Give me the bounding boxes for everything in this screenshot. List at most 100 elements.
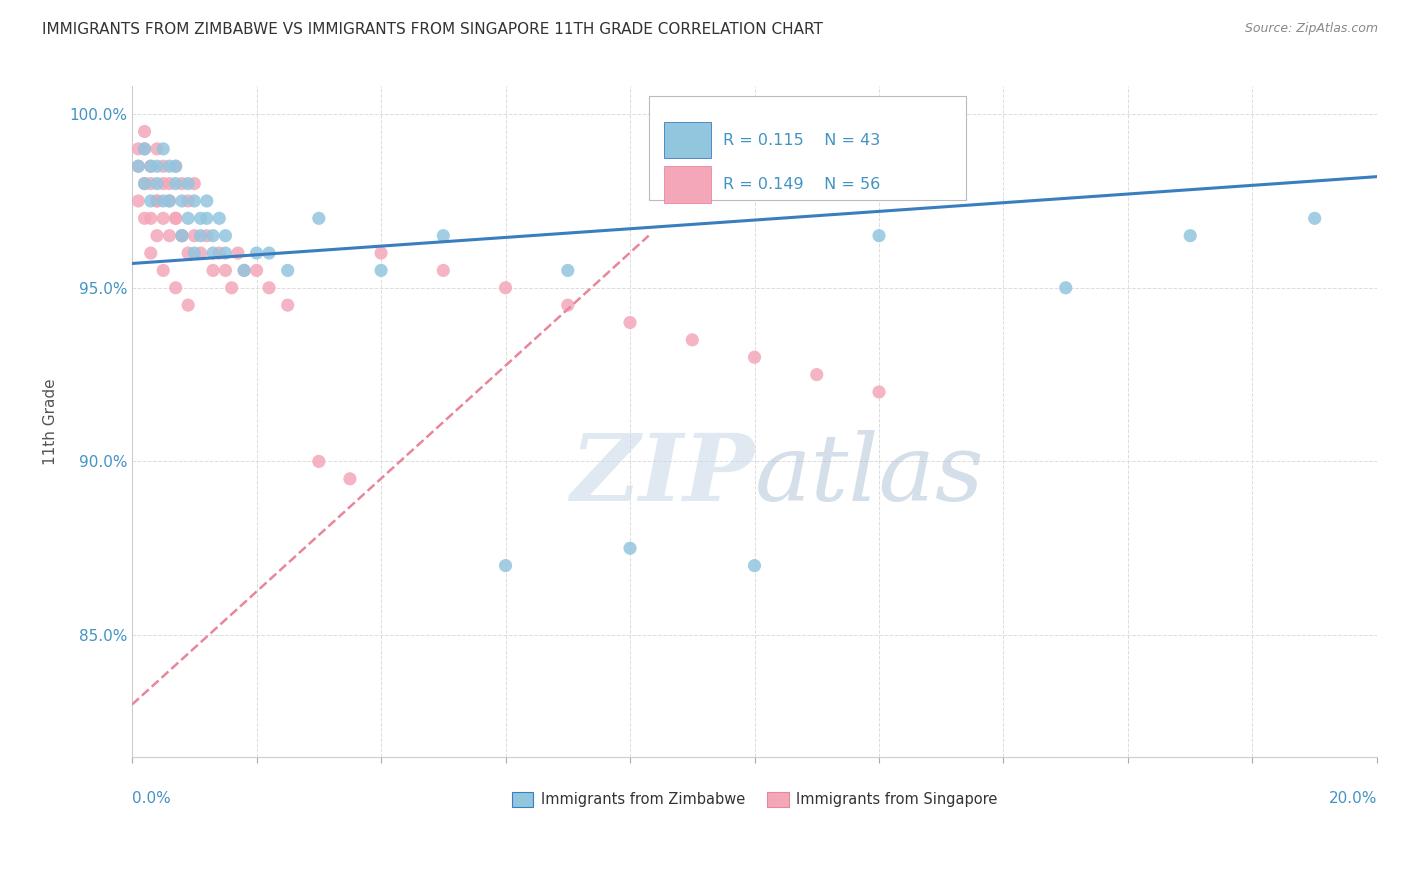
Point [190, 211, 212, 226]
Point [146, 142, 169, 156]
Point [134, 142, 156, 156]
Point [177, 246, 200, 260]
Point [226, 246, 249, 260]
Text: atlas: atlas [755, 430, 984, 520]
Point [868, 384, 890, 399]
Point [432, 228, 454, 243]
Point [170, 228, 193, 243]
Point [127, 159, 149, 173]
Point [619, 316, 641, 330]
Point [139, 177, 162, 191]
Point [201, 228, 224, 243]
Point [183, 246, 205, 260]
Point [139, 211, 162, 226]
Point [195, 228, 218, 243]
Point [183, 194, 205, 208]
Point [183, 228, 205, 243]
Point [277, 263, 299, 277]
FancyBboxPatch shape [648, 96, 966, 201]
Text: R = 0.115    N = 43: R = 0.115 N = 43 [724, 133, 880, 147]
Point [308, 211, 330, 226]
Point [152, 263, 174, 277]
Point [681, 333, 703, 347]
Point [134, 124, 156, 138]
Point [806, 368, 828, 382]
Point [146, 177, 169, 191]
Point [214, 263, 236, 277]
Point [159, 159, 181, 173]
Point [165, 211, 187, 226]
Point [152, 177, 174, 191]
Legend: Immigrants from Zimbabwe, Immigrants from Singapore: Immigrants from Zimbabwe, Immigrants fro… [506, 786, 1004, 813]
Point [177, 194, 200, 208]
Point [139, 194, 162, 208]
Text: IMMIGRANTS FROM ZIMBABWE VS IMMIGRANTS FROM SINGAPORE 11TH GRADE CORRELATION CHA: IMMIGRANTS FROM ZIMBABWE VS IMMIGRANTS F… [42, 22, 823, 37]
Point [159, 177, 181, 191]
Point [127, 159, 149, 173]
Point [152, 211, 174, 226]
Point [233, 263, 256, 277]
Point [159, 194, 181, 208]
Point [134, 211, 156, 226]
Text: 0.0%: 0.0% [132, 791, 172, 806]
Point [308, 454, 330, 468]
Point [1303, 211, 1326, 226]
Point [159, 228, 181, 243]
Point [557, 298, 579, 312]
Point [170, 194, 193, 208]
Point [208, 211, 231, 226]
Point [177, 298, 200, 312]
Point [159, 194, 181, 208]
Point [432, 263, 454, 277]
Point [146, 228, 169, 243]
Point [339, 472, 361, 486]
Point [170, 177, 193, 191]
Point [245, 246, 267, 260]
Point [177, 211, 200, 226]
Point [257, 246, 280, 260]
Point [195, 194, 218, 208]
Text: ZIP: ZIP [571, 430, 755, 520]
Point [152, 194, 174, 208]
Point [233, 263, 256, 277]
Point [165, 177, 187, 191]
Point [619, 541, 641, 556]
Point [208, 246, 231, 260]
Point [744, 350, 766, 364]
Point [146, 194, 169, 208]
Point [201, 246, 224, 260]
Point [370, 263, 392, 277]
Point [139, 159, 162, 173]
Point [190, 228, 212, 243]
Point [183, 177, 205, 191]
Point [277, 298, 299, 312]
Point [557, 263, 579, 277]
Point [152, 159, 174, 173]
Point [165, 211, 187, 226]
Point [195, 211, 218, 226]
Text: 20.0%: 20.0% [1329, 791, 1376, 806]
Point [221, 281, 243, 295]
Point [190, 246, 212, 260]
Point [146, 159, 169, 173]
Y-axis label: 11th Grade: 11th Grade [44, 378, 58, 465]
Point [868, 228, 890, 243]
Point [127, 194, 149, 208]
Point [177, 177, 200, 191]
Text: Source: ZipAtlas.com: Source: ZipAtlas.com [1244, 22, 1378, 36]
Point [201, 263, 224, 277]
Point [170, 228, 193, 243]
Point [370, 246, 392, 260]
Point [245, 263, 267, 277]
Bar [664, 166, 711, 203]
Point [214, 228, 236, 243]
Point [214, 246, 236, 260]
Point [1180, 228, 1202, 243]
Point [134, 177, 156, 191]
Point [152, 142, 174, 156]
Point [495, 281, 517, 295]
Point [139, 246, 162, 260]
Point [257, 281, 280, 295]
Point [165, 281, 187, 295]
Point [744, 558, 766, 573]
